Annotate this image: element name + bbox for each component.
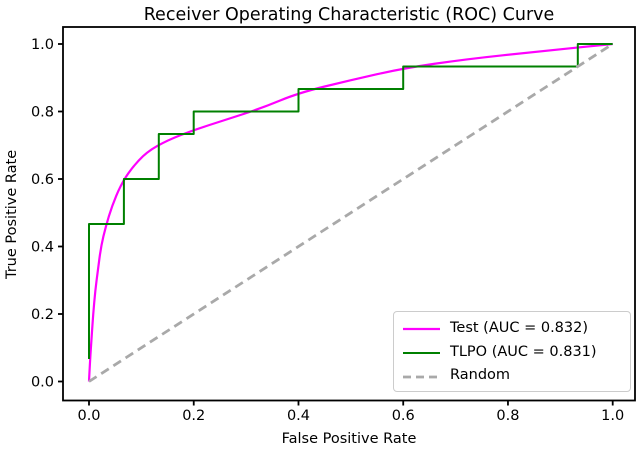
y-tick-label: 1.0 [31,37,54,53]
legend-line-sample-random [403,366,440,385]
axes-frame [62,26,636,402]
x-tick-label: 0.0 [77,408,100,424]
series-random-line [88,42,614,383]
x-axis-label: False Positive Rate [281,431,417,447]
legend-label-random: Random [450,367,511,384]
x-tick-label: 0.2 [182,408,205,424]
series-test-line [87,42,613,382]
legend-line-sample-test [403,318,440,337]
legend-item-random: Random [403,363,621,387]
legend-sample-line-tlpo [403,352,440,354]
legend-item-tlpo: TLPO (AUC = 0.831) [403,340,621,364]
legend-sample-line-test [403,328,440,331]
y-tick-label: 0.0 [31,375,54,391]
series-tlpo-line [88,43,613,359]
legend-item-test: Test (AUC = 0.832) [403,316,621,340]
x-tick-label: 1.0 [601,408,624,424]
legend: Test (AUC = 0.832) TLPO (AUC = 0.831) Ra… [393,311,631,392]
y-tick-label: 0.2 [31,307,54,323]
x-tick-label: 0.6 [392,408,415,424]
y-tick-label: 0.4 [31,240,54,256]
x-tick-label: 0.4 [287,408,310,424]
y-tick-label: 0.6 [31,172,54,188]
legend-label-test: Test (AUC = 0.832) [450,319,589,336]
legend-line-sample-tlpo [403,342,440,361]
y-tick-label: 0.8 [31,105,54,121]
y-axis-label: True Positive Rate [4,149,20,279]
chart-title: Receiver Operating Characteristic (ROC) … [143,5,555,25]
legend-label-tlpo: TLPO (AUC = 0.831) [450,343,597,360]
legend-sample-line-random [403,375,440,379]
x-tick-label: 0.8 [496,408,519,424]
